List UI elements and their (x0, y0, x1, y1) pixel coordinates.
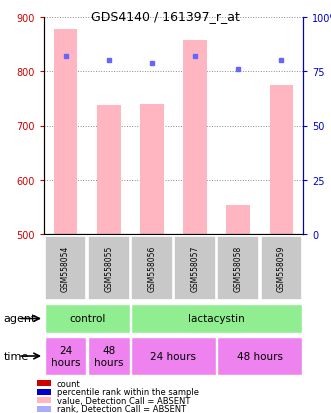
Bar (174, 237, 216, 300)
Text: 48 hours: 48 hours (237, 351, 283, 361)
Bar (37, 397, 52, 404)
Bar (260, 237, 302, 300)
Text: percentile rank within the sample: percentile rank within the sample (57, 387, 199, 396)
Text: 24
hours: 24 hours (51, 345, 80, 367)
Bar (131, 237, 173, 300)
Bar (131, 304, 302, 334)
Text: GSM558059: GSM558059 (277, 245, 286, 292)
Bar (217, 237, 259, 300)
Text: 48
hours: 48 hours (94, 345, 123, 367)
Text: agent: agent (3, 314, 36, 324)
Bar (269, 85, 293, 235)
Text: rank, Detection Call = ABSENT: rank, Detection Call = ABSENT (57, 404, 186, 413)
Bar (131, 337, 216, 375)
Text: 24 hours: 24 hours (151, 351, 197, 361)
Text: GSM558054: GSM558054 (61, 245, 70, 292)
Text: GSM558057: GSM558057 (191, 245, 200, 292)
Bar (97, 106, 120, 235)
Text: value, Detection Call = ABSENT: value, Detection Call = ABSENT (57, 396, 190, 405)
Bar (37, 406, 52, 412)
Text: GSM558055: GSM558055 (104, 245, 113, 292)
Bar (37, 380, 52, 387)
Bar (183, 41, 207, 235)
Bar (45, 337, 86, 375)
Bar (88, 237, 129, 300)
Bar (45, 304, 129, 334)
Text: lactacystin: lactacystin (188, 314, 245, 324)
Text: count: count (57, 379, 81, 388)
Text: GDS4140 / 161397_r_at: GDS4140 / 161397_r_at (91, 10, 240, 23)
Bar (45, 237, 86, 300)
Bar (226, 205, 250, 235)
Bar (37, 389, 52, 395)
Bar (140, 104, 164, 235)
Text: time: time (3, 351, 28, 361)
Text: GSM558058: GSM558058 (234, 245, 243, 292)
Bar (217, 337, 302, 375)
Bar (88, 337, 129, 375)
Text: control: control (69, 314, 105, 324)
Bar (54, 30, 77, 235)
Text: GSM558056: GSM558056 (147, 245, 157, 292)
